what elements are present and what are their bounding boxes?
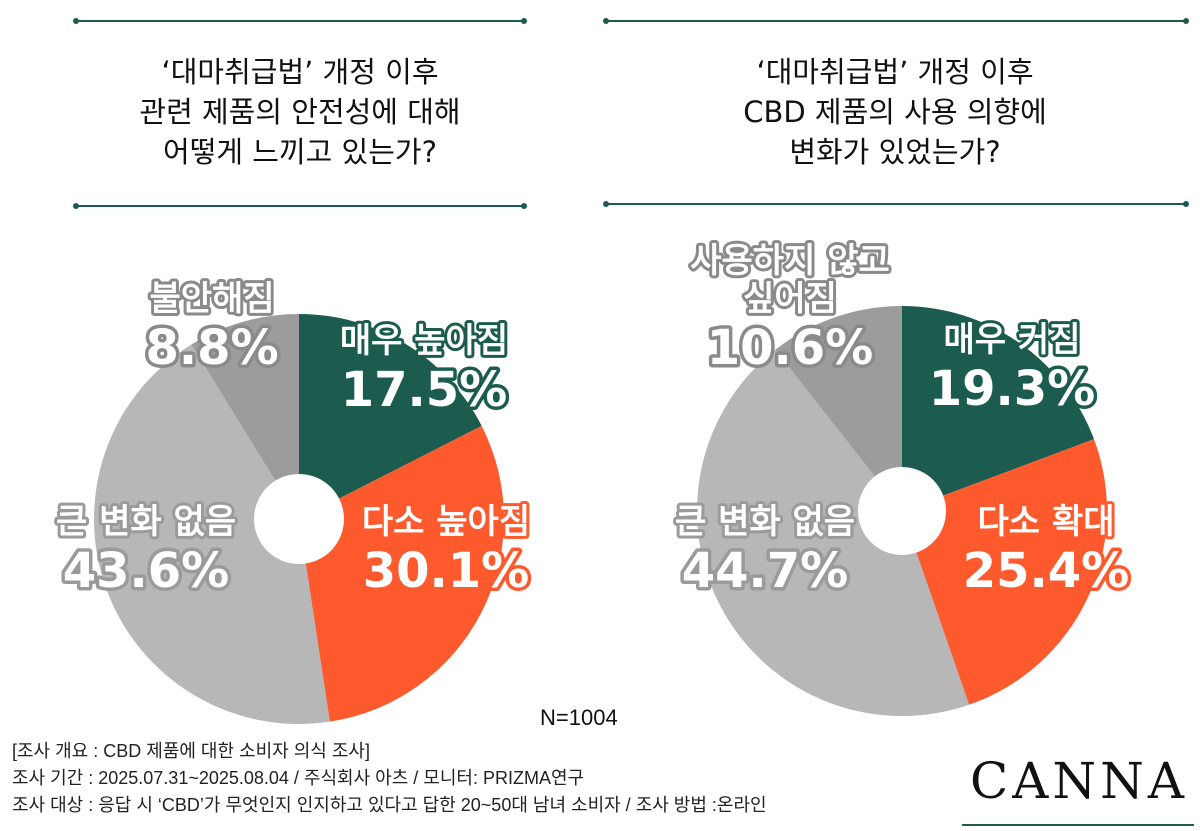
slice-value-text: 25.4%	[963, 543, 1130, 599]
left-title-top-rule	[73, 18, 527, 24]
slice-value-text: 8.8%	[145, 320, 278, 376]
left-title-bottom-rule	[73, 203, 527, 209]
slice-큰-변화-없음	[94, 344, 330, 724]
donut-hole	[254, 474, 344, 564]
slice-label-text: 매우 높아짐	[340, 321, 508, 361]
slice-value-text: 30.1%	[363, 543, 530, 599]
right-title-line-1: ‘대마취급법’ 개정 이후	[756, 55, 1034, 89]
slice-label-text: 다소 높아짐	[362, 502, 530, 542]
left-chart-title: ‘대마취급법’ 개정 이후 관련 제품의 안전성에 대해 어떻게 느끼고 있는가…	[75, 52, 525, 172]
slice-value-text: 43.6%	[63, 543, 230, 599]
left-title-line-2: 관련 제품의 안전성에 대해	[139, 95, 461, 129]
slice-다소-높아짐	[299, 425, 504, 722]
slice-label-text: 매우 커짐	[944, 320, 1081, 360]
slice-label-text: 큰 변화 없음	[56, 502, 236, 542]
slice-value-text: 44.7%	[682, 543, 849, 599]
footnote-overview: [조사 개요 : CBD 제품에 대한 소비자 의식 조사]	[12, 741, 370, 761]
survey-footnote: [조사 개요 : CBD 제품에 대한 소비자 의식 조사] 조사 기간 : 2…	[12, 738, 767, 819]
right-title-bottom-rule	[603, 201, 1189, 207]
slice-label-text: 다소 확대	[978, 502, 1115, 542]
slice-value-text: 10.6%	[707, 320, 874, 376]
slice-value-text: 17.5%	[341, 362, 508, 418]
slice-value-text: 19.3%	[929, 361, 1096, 417]
slice-사용하지-않고-싶어짐	[775, 306, 902, 511]
donut-hole	[858, 467, 946, 555]
right-title-line-2: CBD 제품의 사용 의향에	[743, 95, 1047, 129]
slice-불안해짐	[191, 314, 299, 519]
slice-큰-변화-없음	[697, 349, 970, 716]
logo-underline	[962, 824, 1194, 826]
sample-size: N=1004	[540, 705, 618, 730]
slice-다소-확대	[902, 439, 1107, 705]
slice-label-text: 싶어짐	[743, 279, 837, 319]
slice-label-text: 큰 변화 없음	[675, 502, 855, 542]
left-title-line-3: 어떻게 느끼고 있는가?	[163, 135, 437, 169]
slice-label-text: 사용하지 않고	[690, 241, 890, 281]
right-title-line-3: 변화가 있었는가?	[789, 135, 1001, 169]
left-title-line-1: ‘대마취급법’ 개정 이후	[161, 55, 439, 89]
footnote-period: 조사 기간 : 2025.07.31~2025.08.04 / 주식회사 아츠 …	[12, 768, 585, 788]
footnote-target: 조사 대상 : 응답 시 ‘CBD’가 무엇인지 인지하고 있다고 답한 20~…	[12, 795, 767, 815]
right-chart-title: ‘대마취급법’ 개정 이후 CBD 제품의 사용 의향에 변화가 있었는가?	[670, 52, 1120, 172]
right-title-top-rule	[603, 18, 1189, 24]
slice-label-text: 불안해짐	[149, 279, 274, 319]
slice-매우-높아짐	[299, 314, 482, 519]
slice-매우-커짐	[902, 306, 1094, 511]
canna-logo: CANNA	[970, 752, 1188, 810]
